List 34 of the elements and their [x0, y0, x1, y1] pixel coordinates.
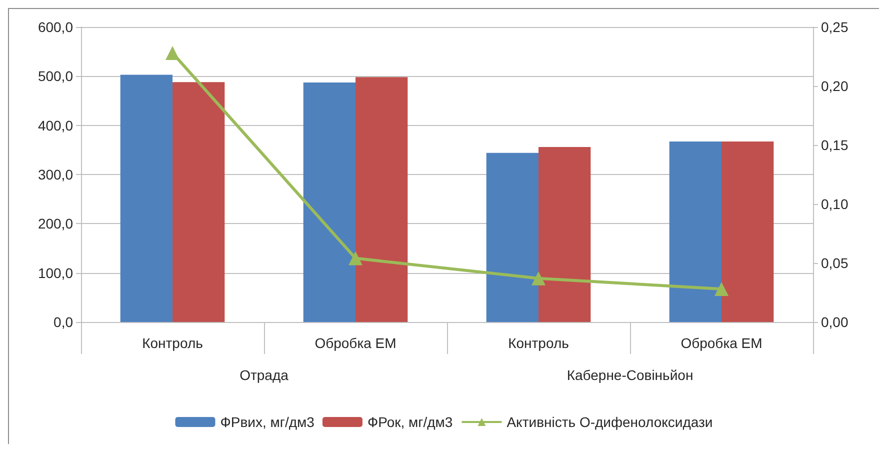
x-tick-label: Контроль — [508, 335, 569, 351]
y2-tick-label: 0,05 — [821, 255, 848, 271]
y-tick-label: 100,0 — [38, 264, 74, 281]
y-tick-label: 500,0 — [38, 68, 74, 84]
y-tick-label: 400,0 — [38, 117, 74, 134]
point — [532, 271, 546, 286]
y-tick-label: 200,0 — [38, 216, 74, 232]
x-tick-label: Обробка ЕМ — [314, 335, 396, 351]
bar — [669, 142, 722, 322]
bar — [486, 152, 538, 322]
bar — [303, 82, 356, 322]
y2-tick-label: 0,25 — [821, 19, 848, 35]
legend-label: Активність О-дифенолоксидази — [506, 414, 713, 430]
text: Отрада — [240, 367, 289, 383]
point — [714, 282, 728, 296]
x-tick-label: Обробка ЕМ — [680, 335, 762, 351]
y2-tick-label: 0,15 — [821, 137, 848, 153]
legend-label: ФРвих, мг/дм3 — [220, 414, 315, 430]
text: Каберне-Совіньйон — [566, 367, 694, 383]
y2-tick-label: 0,20 — [821, 78, 848, 94]
x-tick-label: Контроль — [142, 335, 203, 351]
y2-tick-label: 0,10 — [821, 196, 848, 212]
bar — [538, 146, 591, 322]
bar — [120, 74, 172, 322]
point — [348, 251, 362, 266]
y-tick-label: 0,0 — [54, 314, 74, 330]
point — [166, 46, 180, 60]
bar — [356, 77, 408, 322]
legend-label: ФРок, мг/дм3 — [367, 414, 453, 430]
bar — [172, 82, 225, 322]
y2-tick-label: 0,00 — [821, 314, 848, 330]
y-tick-label: 600,0 — [38, 19, 74, 35]
bar — [722, 142, 774, 322]
y-tick-label: 300,0 — [38, 166, 74, 182]
